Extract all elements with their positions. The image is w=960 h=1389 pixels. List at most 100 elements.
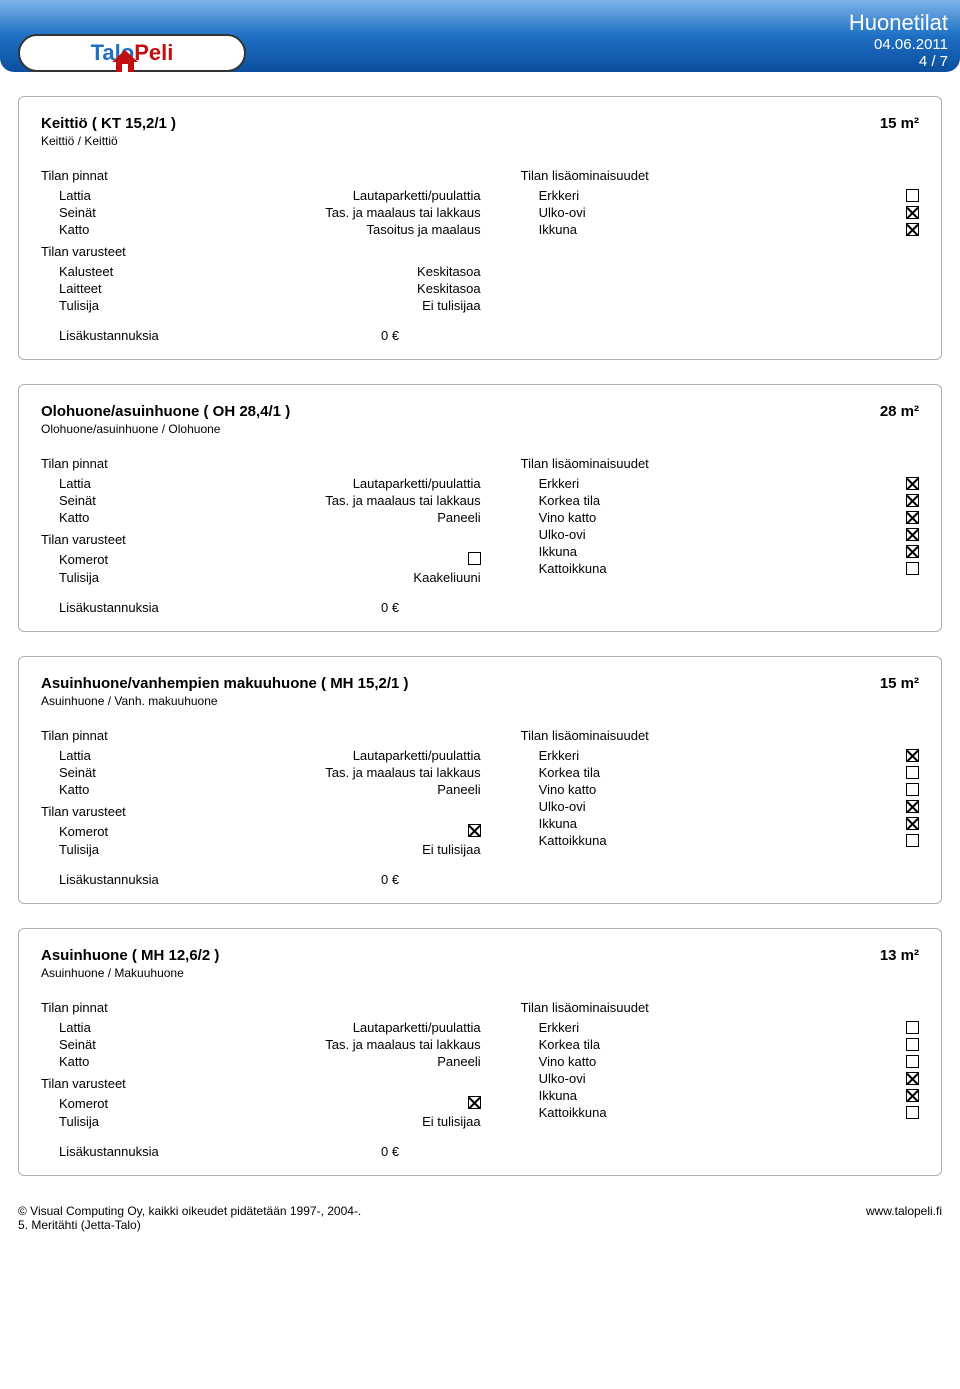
extra-costs-value: 0 € xyxy=(381,1144,399,1159)
feature-key: Korkea tila xyxy=(521,493,600,508)
equipment-value xyxy=(161,552,509,568)
footer-left: © Visual Computing Oy, kaikki oikeudet p… xyxy=(18,1204,361,1232)
feature-key: Ulko-ovi xyxy=(521,205,586,220)
equipment-checkbox xyxy=(468,1096,481,1109)
feature-row: Ikkuna xyxy=(521,815,919,832)
feature-row: Korkea tila xyxy=(521,764,919,781)
surface-key: Lattia xyxy=(41,188,161,203)
surface-key: Katto xyxy=(41,1054,161,1069)
page-footer: © Visual Computing Oy, kaikki oikeudet p… xyxy=(0,1200,960,1242)
equipment-value xyxy=(161,824,509,840)
feature-key: Ikkuna xyxy=(521,816,577,831)
header-info: Huonetilat 04.06.2011 4 / 7 xyxy=(849,10,948,70)
feature-row: Erkkeri xyxy=(521,1019,919,1036)
room-title: Asuinhuone/vanhempien makuuhuone ( MH 15… xyxy=(41,675,409,692)
features-heading: Tilan lisäominaisuudet xyxy=(521,168,919,183)
surface-row: KattoPaneeli xyxy=(41,781,509,798)
feature-checkbox xyxy=(906,562,919,575)
surface-value: Lautaparketti/puulattia xyxy=(161,1020,509,1035)
surface-row: LattiaLautaparketti/puulattia xyxy=(41,187,509,204)
surface-value: Paneeli xyxy=(161,782,509,797)
feature-key: Erkkeri xyxy=(521,188,579,203)
surface-value: Paneeli xyxy=(161,510,509,525)
surface-value: Tas. ja maalaus tai lakkaus xyxy=(161,205,509,220)
room-subtitle: Olohuone/asuinhuone / Olohuone xyxy=(41,422,290,436)
features-heading: Tilan lisäominaisuudet xyxy=(521,728,919,743)
feature-row: Ulko-ovi xyxy=(521,798,919,815)
room-card: Asuinhuone ( MH 12,6/2 )Asuinhuone / Mak… xyxy=(18,928,942,1176)
feature-checkbox xyxy=(906,1106,919,1119)
feature-key: Korkea tila xyxy=(521,1037,600,1052)
extra-costs-row: Lisäkustannuksia0 € xyxy=(41,328,919,343)
surface-key: Lattia xyxy=(41,1020,161,1035)
extra-costs-row: Lisäkustannuksia0 € xyxy=(41,600,919,615)
feature-key: Erkkeri xyxy=(521,476,579,491)
feature-row: Kattoikkuna xyxy=(521,1104,919,1121)
equipment-value: Keskitasoa xyxy=(161,281,509,296)
brand-text-b: Peli xyxy=(134,40,173,66)
feature-checkbox xyxy=(906,1038,919,1051)
feature-key: Ulko-ovi xyxy=(521,799,586,814)
feature-checkbox xyxy=(906,477,919,490)
extra-costs-label: Lisäkustannuksia xyxy=(41,600,381,615)
feature-key: Kattoikkuna xyxy=(521,561,607,576)
surface-key: Seinät xyxy=(41,205,161,220)
features-heading: Tilan lisäominaisuudet xyxy=(521,456,919,471)
room-card: Asuinhuone/vanhempien makuuhuone ( MH 15… xyxy=(18,656,942,904)
feature-key: Vino katto xyxy=(521,510,597,525)
surface-value: Tas. ja maalaus tai lakkaus xyxy=(161,493,509,508)
feature-row: Vino katto xyxy=(521,781,919,798)
surface-value: Tasoitus ja maalaus xyxy=(161,222,509,237)
equipment-row: TulisijaEi tulisijaa xyxy=(41,1113,509,1130)
equipment-row: KalusteetKeskitasoa xyxy=(41,263,509,280)
surface-value: Lautaparketti/puulattia xyxy=(161,188,509,203)
feature-key: Erkkeri xyxy=(521,748,579,763)
extra-costs-row: Lisäkustannuksia0 € xyxy=(41,872,919,887)
surface-key: Katto xyxy=(41,782,161,797)
equipment-heading: Tilan varusteet xyxy=(41,244,509,259)
surface-row: LattiaLautaparketti/puulattia xyxy=(41,1019,509,1036)
equipment-value: Keskitasoa xyxy=(161,264,509,279)
feature-checkbox xyxy=(906,1021,919,1034)
room-title: Asuinhuone ( MH 12,6/2 ) xyxy=(41,947,219,964)
feature-checkbox xyxy=(906,206,919,219)
feature-checkbox xyxy=(906,800,919,813)
room-subtitle: Keittiö / Keittiö xyxy=(41,134,176,148)
equipment-key: Laitteet xyxy=(41,281,161,296)
header-page: 4 / 7 xyxy=(849,53,948,70)
surface-row: SeinätTas. ja maalaus tai lakkaus xyxy=(41,492,509,509)
extra-costs-value: 0 € xyxy=(381,872,399,887)
surfaces-heading: Tilan pinnat xyxy=(41,1000,509,1015)
surface-key: Lattia xyxy=(41,748,161,763)
feature-checkbox xyxy=(906,223,919,236)
equipment-key: Tulisija xyxy=(41,842,161,857)
surface-key: Lattia xyxy=(41,476,161,491)
feature-row: Korkea tila xyxy=(521,1036,919,1053)
feature-checkbox xyxy=(906,189,919,202)
feature-key: Ulko-ovi xyxy=(521,527,586,542)
equipment-row: LaitteetKeskitasoa xyxy=(41,280,509,297)
feature-key: Vino katto xyxy=(521,1054,597,1069)
feature-key: Korkea tila xyxy=(521,765,600,780)
extra-costs-row: Lisäkustannuksia0 € xyxy=(41,1144,919,1159)
extra-costs-value: 0 € xyxy=(381,328,399,343)
feature-checkbox xyxy=(906,749,919,762)
equipment-value xyxy=(161,1096,509,1112)
equipment-row: TulisijaEi tulisijaa xyxy=(41,297,509,314)
feature-key: Ikkuna xyxy=(521,544,577,559)
equipment-row: Komerot xyxy=(41,551,509,569)
feature-checkbox xyxy=(906,545,919,558)
feature-checkbox xyxy=(906,834,919,847)
equipment-key: Komerot xyxy=(41,824,161,840)
feature-row: Ulko-ovi xyxy=(521,1070,919,1087)
extra-costs-label: Lisäkustannuksia xyxy=(41,1144,381,1159)
equipment-row: Komerot xyxy=(41,823,509,841)
house-icon xyxy=(110,50,140,72)
feature-checkbox xyxy=(906,1072,919,1085)
feature-row: Ikkuna xyxy=(521,543,919,560)
room-subtitle: Asuinhuone / Vanh. makuuhuone xyxy=(41,694,409,708)
surface-row: SeinätTas. ja maalaus tai lakkaus xyxy=(41,204,509,221)
feature-row: Vino katto xyxy=(521,509,919,526)
surface-key: Seinät xyxy=(41,765,161,780)
surface-row: KattoTasoitus ja maalaus xyxy=(41,221,509,238)
